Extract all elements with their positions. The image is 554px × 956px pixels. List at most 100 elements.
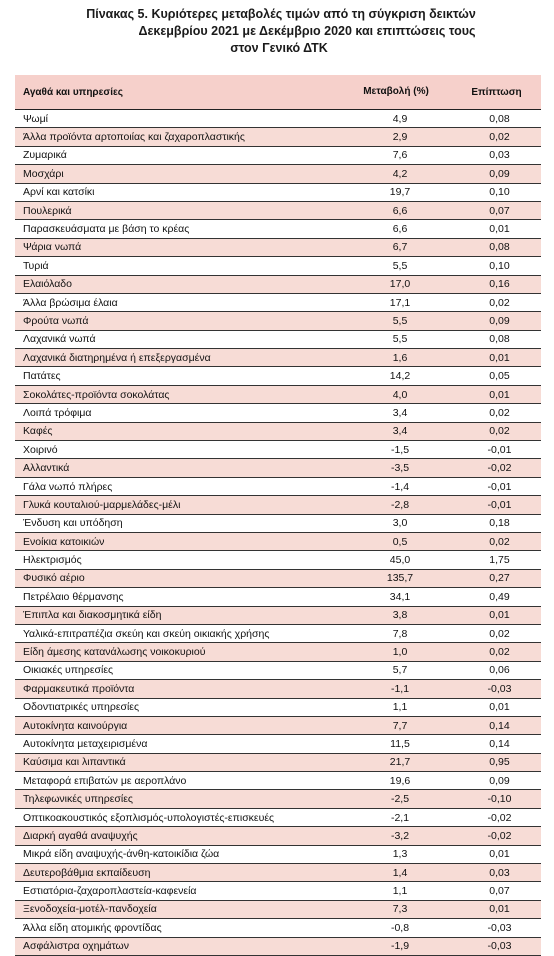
row-change-value: -3,5 bbox=[340, 458, 452, 478]
row-impact-value: -0,10 bbox=[452, 789, 541, 809]
row-change-value: 5,7 bbox=[340, 661, 452, 681]
row-item-name: Οπτικοακουστικός εξοπλισμός-υπολογιστές-… bbox=[15, 808, 340, 828]
row-item-name: Μεταφορά επιβατών με αεροπλάνο bbox=[15, 771, 340, 791]
row-item-name: Ξενοδοχεία-μοτέλ-πανδοχεία bbox=[15, 900, 340, 920]
row-change-value: 14,2 bbox=[340, 366, 452, 386]
row-change-value: 19,6 bbox=[340, 771, 452, 791]
title-line-1: Πίνακας 5. Κυριότερες μεταβολές τιμών απ… bbox=[86, 7, 476, 21]
row-impact-value: 0,01 bbox=[452, 845, 541, 865]
row-item-name: Ζυμαρικά bbox=[15, 146, 340, 166]
row-change-value: 5,5 bbox=[340, 311, 452, 331]
table-row: Πουλερικά 6,6 0,07 bbox=[15, 201, 541, 221]
row-item-name: Οδοντιατρικές υπηρεσίες bbox=[15, 698, 340, 717]
row-item-name: Ηλεκτρισμός bbox=[15, 550, 340, 570]
row-item-name: Μοσχάρι bbox=[15, 164, 340, 184]
table-row: Γλυκά κουταλιού-μαρμελάδες-μέλι -2,8 -0,01 bbox=[15, 495, 541, 515]
row-impact-value: 0,07 bbox=[452, 201, 541, 221]
row-item-name: Αυτοκίνητα καινούργια bbox=[15, 716, 340, 736]
row-change-value: -1,9 bbox=[340, 937, 452, 956]
row-change-value: 6,6 bbox=[340, 219, 452, 239]
table-row: Φρούτα νωπά 5,5 0,09 bbox=[15, 311, 541, 331]
row-change-value: 45,0 bbox=[340, 550, 452, 570]
row-impact-value: -0,03 bbox=[452, 918, 541, 938]
row-change-value: 21,7 bbox=[340, 753, 452, 773]
row-item-name: Ελαιόλαδο bbox=[15, 275, 340, 294]
row-impact-value: 0,01 bbox=[452, 219, 541, 239]
table-row: Ελαιόλαδο 17,0 0,16 bbox=[15, 275, 541, 294]
price-changes-table: Αγαθά και υπηρεσίες Μεταβολή (%) Επίπτωσ… bbox=[15, 75, 541, 956]
row-impact-value: 0,02 bbox=[452, 532, 541, 552]
row-change-value: -1,5 bbox=[340, 440, 452, 460]
table-row: Μοσχάρι 4,2 0,09 bbox=[15, 164, 541, 184]
row-change-value: -3,2 bbox=[340, 826, 452, 846]
row-item-name: Γάλα νωπό πλήρες bbox=[15, 477, 340, 497]
table-row: Έπιπλα και διακοσμητικά είδη 3,8 0,01 bbox=[15, 606, 541, 625]
row-change-value: 11,5 bbox=[340, 734, 452, 754]
row-item-name: Διαρκή αγαθά αναψυχής bbox=[15, 826, 340, 846]
title-line-3: στον Γενικό ΔΤΚ bbox=[230, 41, 328, 55]
row-change-value: 1,1 bbox=[340, 881, 452, 901]
row-impact-value: 0,14 bbox=[452, 734, 541, 754]
row-impact-value: 0,18 bbox=[452, 514, 541, 533]
row-change-value: 7,6 bbox=[340, 146, 452, 166]
row-item-name: Φυσικό αέριο bbox=[15, 569, 340, 589]
row-impact-value: 0,09 bbox=[452, 771, 541, 791]
row-change-value: -2,5 bbox=[340, 789, 452, 809]
row-change-value: 4,0 bbox=[340, 385, 452, 405]
table-row: Οδοντιατρικές υπηρεσίες 1,1 0,01 bbox=[15, 698, 541, 717]
row-change-value: 7,7 bbox=[340, 716, 452, 736]
row-change-value: -1,4 bbox=[340, 477, 452, 497]
row-change-value: 4,9 bbox=[340, 109, 452, 129]
row-impact-value: 0,07 bbox=[452, 881, 541, 901]
row-impact-value: 0,02 bbox=[452, 127, 541, 147]
row-impact-value: 0,06 bbox=[452, 661, 541, 681]
row-impact-value: -0,01 bbox=[452, 477, 541, 497]
row-impact-value: 0,95 bbox=[452, 753, 541, 773]
row-impact-value: 0,09 bbox=[452, 311, 541, 331]
row-item-name: Γλυκά κουταλιού-μαρμελάδες-μέλι bbox=[15, 495, 340, 515]
row-impact-value: 0,10 bbox=[452, 256, 541, 276]
table-row: Σοκολάτες-προϊόντα σοκολάτας 4,0 0,01 bbox=[15, 385, 541, 405]
table-row: Άλλα είδη ατομικής φροντίδας -0,8 -0,03 bbox=[15, 918, 541, 938]
row-change-value: 1,4 bbox=[340, 863, 452, 883]
row-change-value: 1,1 bbox=[340, 698, 452, 717]
table-row: Καφές 3,4 0,02 bbox=[15, 422, 541, 442]
row-impact-value: -0,01 bbox=[452, 495, 541, 515]
row-change-value: 6,7 bbox=[340, 238, 452, 258]
row-change-value: 2,9 bbox=[340, 127, 452, 147]
row-item-name: Φαρμακευτικά προϊόντα bbox=[15, 679, 340, 699]
row-change-value: -1,1 bbox=[340, 679, 452, 699]
table-row: Ηλεκτρισμός 45,0 1,75 bbox=[15, 550, 541, 570]
table-row: Άλλα βρώσιμα έλαια 17,1 0,02 bbox=[15, 293, 541, 313]
table-row: Ενοίκια κατοικιών 0,5 0,02 bbox=[15, 532, 541, 552]
table-row: Αρνί και κατσίκι 19,7 0,10 bbox=[15, 183, 541, 202]
table-row: Ένδυση και υπόδηση 3,0 0,18 bbox=[15, 514, 541, 533]
table-row: Λοιπά τρόφιμα 3,4 0,02 bbox=[15, 403, 541, 423]
table-body: Ψωμί 4,9 0,08 Άλλα προϊόντα αρτοποιίας και … bbox=[15, 109, 541, 956]
row-item-name: Αρνί και κατσίκι bbox=[15, 183, 340, 202]
row-change-value: 5,5 bbox=[340, 256, 452, 276]
table-row: Χοιρινό -1,5 -0,01 bbox=[15, 440, 541, 460]
row-item-name: Άλλα βρώσιμα έλαια bbox=[15, 293, 340, 313]
row-impact-value: 0,05 bbox=[452, 366, 541, 386]
header-row: Αγαθά και υπηρεσίες Μεταβολή (%) Επίπτωσ… bbox=[15, 75, 541, 110]
row-item-name: Φρούτα νωπά bbox=[15, 311, 340, 331]
table-row: Ασφάλιστρα οχημάτων -1,9 -0,03 bbox=[15, 937, 541, 956]
row-impact-value: 0,01 bbox=[452, 900, 541, 920]
row-impact-value: 0,08 bbox=[452, 109, 541, 129]
row-item-name: Μικρά είδη αναψυχής-άνθη-κατοικίδια ζώα bbox=[15, 845, 340, 865]
table-row: Τηλεφωνικές υπηρεσίες -2,5 -0,10 bbox=[15, 789, 541, 809]
row-impact-value: 0,01 bbox=[452, 698, 541, 717]
header-change: Μεταβολή (%) bbox=[340, 75, 452, 110]
row-change-value: -2,8 bbox=[340, 495, 452, 515]
row-item-name: Αλλαντικά bbox=[15, 458, 340, 478]
table-row: Πετρέλαιο θέρμανσης 34,1 0,49 bbox=[15, 587, 541, 607]
row-item-name: Πουλερικά bbox=[15, 201, 340, 221]
row-impact-value: 0,01 bbox=[452, 348, 541, 368]
header-impact: Επίπτωση bbox=[452, 75, 541, 110]
row-item-name: Παρασκευάσματα με βάση το κρέας bbox=[15, 219, 340, 239]
table-row: Λαχανικά νωπά 5,5 0,08 bbox=[15, 330, 541, 350]
row-change-value: 0,5 bbox=[340, 532, 452, 552]
row-change-value: 17,0 bbox=[340, 275, 452, 294]
row-impact-value: 0,02 bbox=[452, 293, 541, 313]
